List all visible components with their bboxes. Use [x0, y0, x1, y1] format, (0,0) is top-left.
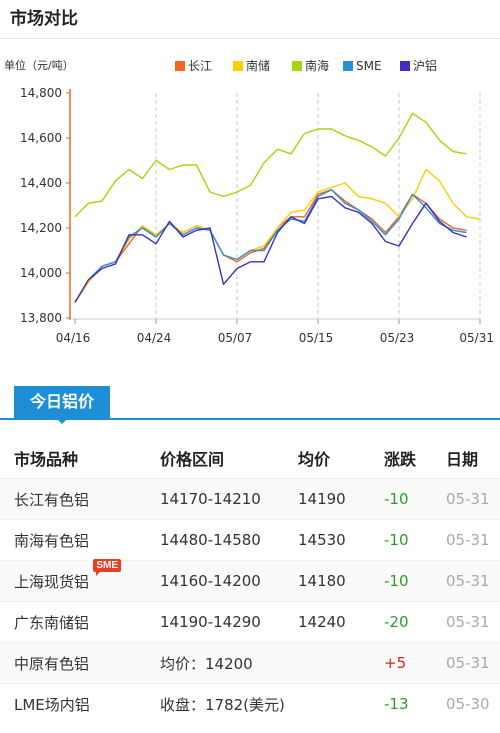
- market-name-text: 南海有色铝: [14, 531, 90, 550]
- legend-swatch: [175, 61, 185, 71]
- price-date: 05-30: [446, 695, 490, 713]
- price-row[interactable]: LME场内铝 收盘：1782(美元) -13 05-30: [0, 683, 500, 725]
- legend-label: 南海: [305, 58, 329, 73]
- price-row[interactable]: 上海现货铝 SME 14160-14200 14180 -10 05-31: [0, 558, 500, 602]
- y-tick-labels: 13,800 14,000 14,200 14,400 14,600 14,800: [20, 86, 62, 325]
- market-name-text: 广东南储铝: [14, 613, 90, 632]
- legend-label: SME: [356, 59, 382, 73]
- chart-legend: 长江 南储 南海 SME 沪铝: [175, 58, 437, 73]
- col-market: 市场品种: [14, 450, 79, 469]
- col-range: 价格区间: [160, 450, 225, 469]
- market-comparison-chart: 单位（元/吨） 长江 南储 南海 SME 沪铝 13,800 14,000 14,200 14…: [4, 58, 494, 345]
- legend-swatch: [233, 61, 243, 71]
- price-range: 收盘：1782(美元): [160, 695, 285, 714]
- price-row[interactable]: 中原有色铝 均价：14200 +5 05-31: [0, 642, 500, 684]
- price-range: 14160-14200: [160, 560, 298, 602]
- legend-label: 长江: [188, 59, 212, 73]
- price-date: 05-31: [446, 613, 490, 631]
- y-tick-label: 14,600: [20, 131, 62, 145]
- sme-badge: SME: [93, 558, 122, 576]
- tab-underline: [0, 418, 500, 420]
- price-range: 14190-14290: [160, 613, 261, 631]
- price-change: -10: [374, 560, 446, 602]
- y-tick-label: 14,400: [20, 176, 62, 190]
- price-change: -13: [384, 695, 409, 713]
- price-date: 05-31: [446, 560, 500, 602]
- y-tick-label: 14,200: [20, 221, 62, 235]
- x-tick-label: 05/07: [218, 331, 253, 345]
- chart-series: [74, 112, 481, 303]
- x-tick-label: 04/16: [56, 331, 91, 345]
- x-tick-label: 05/23: [380, 331, 415, 345]
- price-table: 市场品种 价格区间 均价 涨跌 日期 长江有色铝 14170-14210 14190…: [0, 438, 500, 724]
- x-tick-label: 05/31: [459, 331, 494, 345]
- y-axis-unit-label: 单位（元/吨）: [4, 58, 74, 72]
- x-tick-labels: 04/16 04/24 05/07 05/15 05/23 05/31: [56, 331, 494, 345]
- price-change: +5: [374, 642, 446, 684]
- series-line-1: [74, 168, 481, 303]
- chart-axes: [66, 89, 481, 324]
- x-tick-label: 05/15: [299, 331, 334, 345]
- avg-price: [298, 642, 374, 684]
- section-title: 市场对比: [10, 9, 78, 29]
- market-name[interactable]: 南海有色铝: [0, 520, 160, 561]
- market-name-text: 中原有色铝: [14, 654, 90, 673]
- market-name[interactable]: 广东南储铝: [0, 602, 160, 643]
- market-name-text: 上海现货铝: [14, 572, 90, 591]
- avg-price: 14180: [298, 560, 374, 602]
- price-date: 05-31: [446, 478, 500, 520]
- price-range: 14170-14210: [160, 478, 298, 520]
- market-name[interactable]: 长江有色铝: [0, 478, 160, 520]
- avg-price: 14240: [298, 613, 346, 631]
- legend-swatch: [292, 61, 302, 71]
- chart-grid: [155, 93, 481, 318]
- price-change: -10: [374, 478, 446, 520]
- series-line-2: [74, 112, 467, 218]
- price-table-header: 市场品种 价格区间 均价 涨跌 日期: [0, 438, 500, 479]
- col-change: 涨跌: [384, 450, 417, 469]
- avg-price: 14530: [298, 531, 346, 549]
- price-row[interactable]: 长江有色铝 14170-14210 14190 -10 05-31: [0, 478, 500, 520]
- avg-price: [298, 684, 374, 725]
- legend-swatch: [343, 61, 353, 71]
- y-tick-label: 14,000: [20, 266, 62, 280]
- price-range: 14480-14580: [160, 531, 261, 549]
- x-tick-label: 04/24: [137, 331, 172, 345]
- price-row[interactable]: 南海有色铝 14480-14580 14530 -10 05-31: [0, 519, 500, 561]
- market-name[interactable]: 中原有色铝: [0, 642, 160, 684]
- market-name[interactable]: LME场内铝: [0, 684, 160, 725]
- market-name-text: LME场内铝: [14, 695, 90, 714]
- col-date: 日期: [446, 450, 479, 469]
- avg-price: 14190: [298, 478, 374, 520]
- price-date: 05-31: [446, 642, 500, 684]
- series-line-4: [74, 195, 467, 303]
- y-tick-label: 14,800: [20, 86, 62, 100]
- title-divider: [0, 38, 500, 39]
- price-date: 05-31: [446, 531, 490, 549]
- price-range: 均价：14200: [160, 642, 298, 684]
- series-line-3: [74, 189, 467, 303]
- price-change: -20: [384, 613, 409, 631]
- market-name[interactable]: 上海现货铝 SME: [0, 558, 160, 602]
- y-tick-label: 13,800: [20, 311, 62, 325]
- price-change: -10: [384, 531, 409, 549]
- legend-label: 沪铝: [413, 58, 437, 73]
- today-price-tab[interactable]: 今日铝价: [14, 386, 110, 418]
- legend-swatch: [400, 61, 410, 71]
- col-avg: 均价: [298, 450, 331, 469]
- legend-label: 南储: [246, 58, 270, 73]
- tab-pointer: [56, 418, 68, 424]
- market-name-text: 长江有色铝: [14, 490, 90, 509]
- price-row[interactable]: 广东南储铝 14190-14290 14240 -20 05-31: [0, 601, 500, 643]
